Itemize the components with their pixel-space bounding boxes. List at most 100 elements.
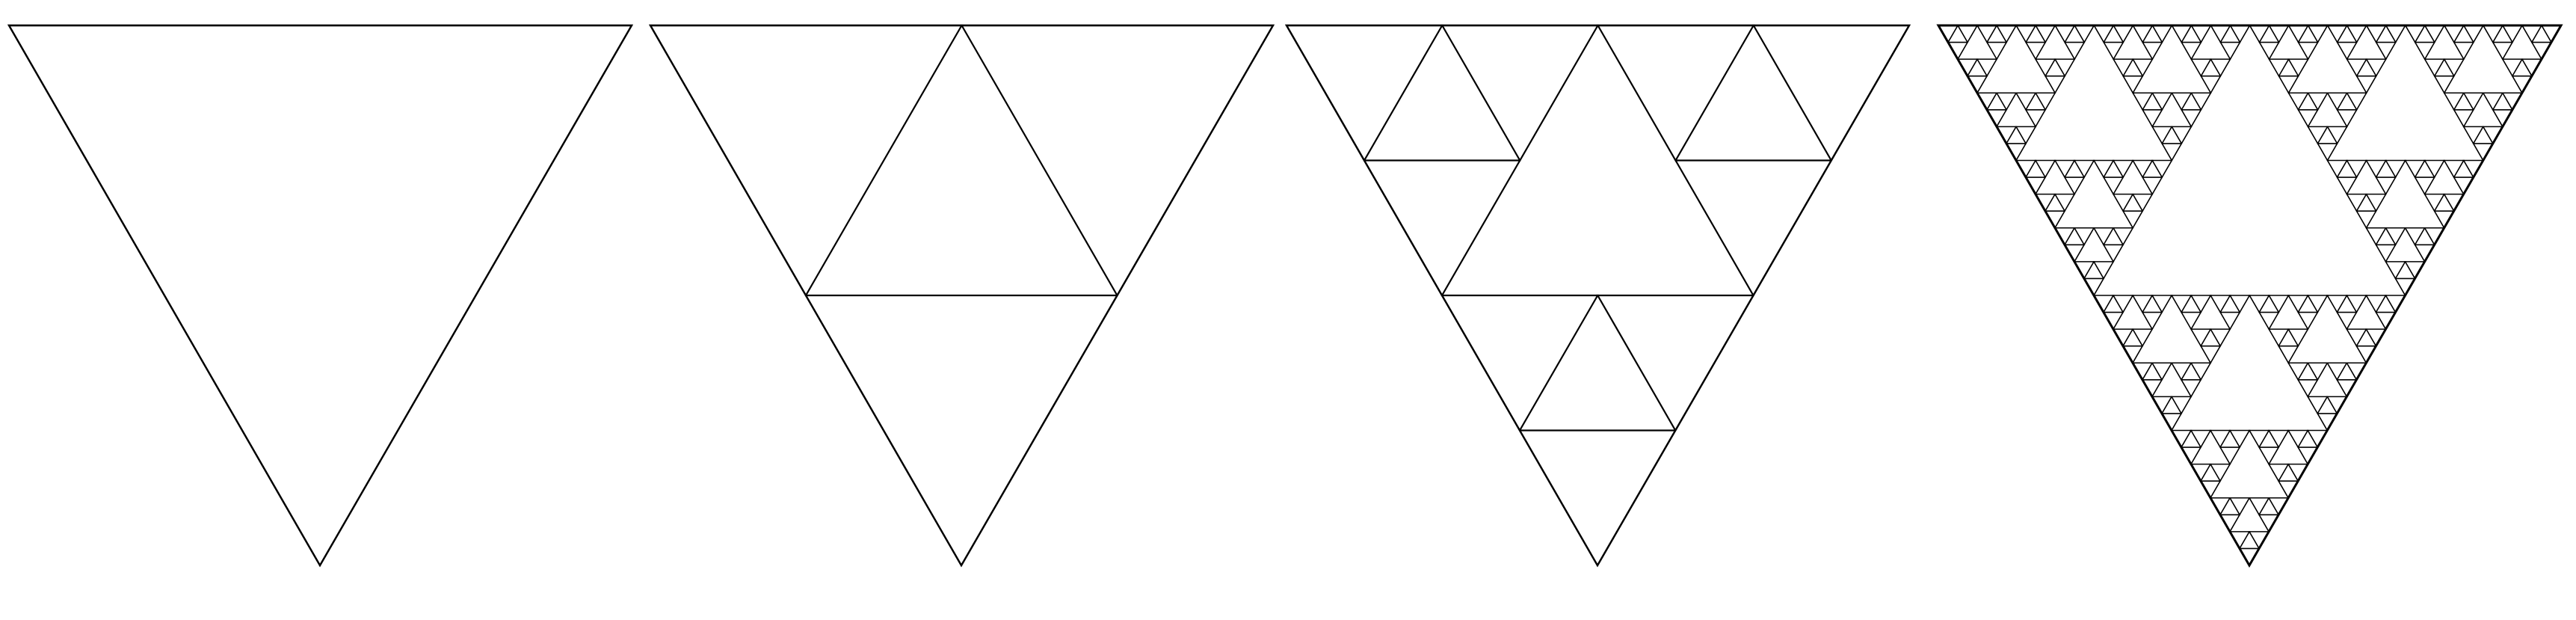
- sierpinski-triangle: [2346, 193, 2367, 212]
- sierpinski-triangle: [2404, 261, 2426, 280]
- sierpinski-triangle: [2248, 429, 2270, 449]
- sierpinski-triangle: [1440, 24, 1600, 162]
- sierpinski-triangle: [2112, 193, 2134, 212]
- sierpinski-triangle: [2228, 429, 2251, 449]
- sierpinski-triangle: [2083, 277, 2105, 297]
- sierpinski-triangle: [2404, 25, 2426, 44]
- sierpinski-triangle: [1995, 126, 2018, 145]
- sierpinski-triangle: [2268, 25, 2290, 44]
- sierpinski-triangle: [2151, 396, 2173, 415]
- sierpinski-triangle: [2492, 41, 2514, 61]
- sierpinski-triangle: [2346, 58, 2368, 78]
- sierpinski-triangle: [2112, 295, 2134, 314]
- sierpinski-triangle: [2170, 25, 2193, 44]
- sierpinski-triangle: [1440, 294, 1600, 432]
- sierpinski-triangle: [2180, 41, 2202, 61]
- sierpinski-triangle: [2053, 58, 2076, 78]
- sierpinski-triangle: [2530, 41, 2553, 61]
- sierpinski-triangle: [2336, 109, 2358, 128]
- sierpinski-triangle: [2034, 193, 2056, 212]
- sierpinski-triangle: [2492, 109, 2514, 128]
- sierpinski-triangle: [2267, 463, 2290, 482]
- sierpinski-triangle: [2394, 277, 2416, 297]
- sierpinski-triangle: [1285, 24, 1444, 162]
- sierpinski-triangle: [2151, 25, 2173, 44]
- sierpinski-triangle: [2375, 311, 2397, 331]
- sierpinski-triangle: [2453, 177, 2475, 196]
- sierpinski-triangle: [2209, 429, 2231, 449]
- sierpinski-triangle: [2238, 547, 2261, 567]
- sierpinski-triangle: [2015, 92, 2037, 111]
- sierpinski-triangle: [2326, 396, 2348, 415]
- triangle-svg-iteration-4: [1936, 24, 2563, 568]
- sierpinski-triangle: [1976, 92, 1998, 111]
- sierpinski-triangle: [2501, 92, 2524, 111]
- sierpinski-triangle: [2414, 244, 2435, 263]
- sierpinski-triangle: [2258, 514, 2280, 533]
- sierpinski-triangle: [2063, 177, 2086, 196]
- sierpinski-triangle: [2346, 92, 2368, 111]
- sierpinski-triangle: [2248, 531, 2270, 550]
- sierpinski-triangle: [2540, 25, 2563, 44]
- sierpinski-triangle: [2287, 58, 2309, 78]
- sierpinski-triangle: [2248, 497, 2270, 516]
- sierpinski-triangle: [2306, 295, 2329, 314]
- sierpinski-triangle: [2287, 463, 2309, 482]
- sierpinski-triangle: [2306, 429, 2329, 449]
- sierpinski-triangle: [2326, 92, 2348, 111]
- sierpinski-triangle: [2131, 362, 2154, 381]
- sierpinski-triangle: [2511, 75, 2533, 94]
- sierpinski-triangle: [2385, 25, 2407, 44]
- triangle-svg-iteration-2: [1284, 24, 1911, 568]
- sierpinski-triangle: [2180, 446, 2202, 466]
- sierpinski-triangle: [2287, 362, 2309, 381]
- sierpinski-triangle: [2297, 41, 2319, 61]
- sierpinski-triangle: [2278, 75, 2299, 94]
- sierpinski-triangle: [2199, 480, 2222, 500]
- sierpinski-triangle: [2034, 25, 2056, 44]
- sierpinski-triangle: [2521, 58, 2543, 78]
- sierpinski-triangle: [2073, 261, 2095, 280]
- sierpinski-triangle: [1966, 75, 1988, 94]
- sierpinski-triangle: [2053, 227, 2076, 246]
- sierpinski-triangle: [2131, 25, 2154, 44]
- sierpinski-triangle: [2170, 429, 2193, 449]
- sierpinski-triangle: [2424, 227, 2446, 246]
- sierpinski-triangle: [2424, 159, 2446, 179]
- sierpinski-triangle: [2424, 193, 2446, 212]
- sierpinski-triangle: [1674, 159, 1833, 298]
- sierpinski-triangle: [2024, 177, 2047, 196]
- sierpinski-triangle: [2170, 126, 2193, 145]
- sierpinski-triangle: [2482, 92, 2504, 111]
- sierpinski-triangle: [2326, 295, 2348, 314]
- sierpinski-triangle: [2365, 295, 2387, 314]
- sierpinski-triangle: [2326, 25, 2349, 44]
- sierpinski-triangle: [1956, 58, 1979, 78]
- sierpinski-triangle: [2121, 210, 2144, 230]
- sierpinski-triangle: [2306, 362, 2329, 381]
- sierpinski-triangle: [2335, 379, 2358, 398]
- sierpinski-triangle: [2375, 177, 2397, 196]
- sierpinski-triangle: [2092, 295, 2115, 314]
- sierpinski-triangle: [2053, 25, 2076, 44]
- sierpinski-triangle: [2365, 25, 2388, 44]
- sierpinski-triangle: [2209, 328, 2231, 348]
- sierpinski-triangle: [2267, 497, 2290, 516]
- sierpinski-triangle: [2267, 328, 2290, 348]
- sierpinski-triangle: [2443, 159, 2465, 179]
- sierpinski-triangle: [2258, 311, 2280, 331]
- sierpinski-triangle: [2365, 227, 2387, 246]
- sierpinski-triangle: [2277, 480, 2299, 500]
- sierpinski-triangle: [2160, 413, 2183, 432]
- sierpinski-triangle: [2121, 345, 2144, 364]
- sierpinski-triangle: [2307, 25, 2329, 44]
- sierpinski-triangle: [1363, 159, 1522, 298]
- sierpinski-triangle: [2190, 25, 2212, 44]
- sierpinski-triangle: [2141, 379, 2163, 398]
- sierpinski-triangle: [2131, 92, 2154, 111]
- sierpinski-triangle: [1596, 294, 1755, 432]
- sierpinski-triangle: [2317, 143, 2338, 162]
- outer-triangle-outline: [1284, 24, 1911, 568]
- sierpinski-triangle: [2307, 126, 2329, 145]
- sierpinski-triangle: [2365, 193, 2387, 212]
